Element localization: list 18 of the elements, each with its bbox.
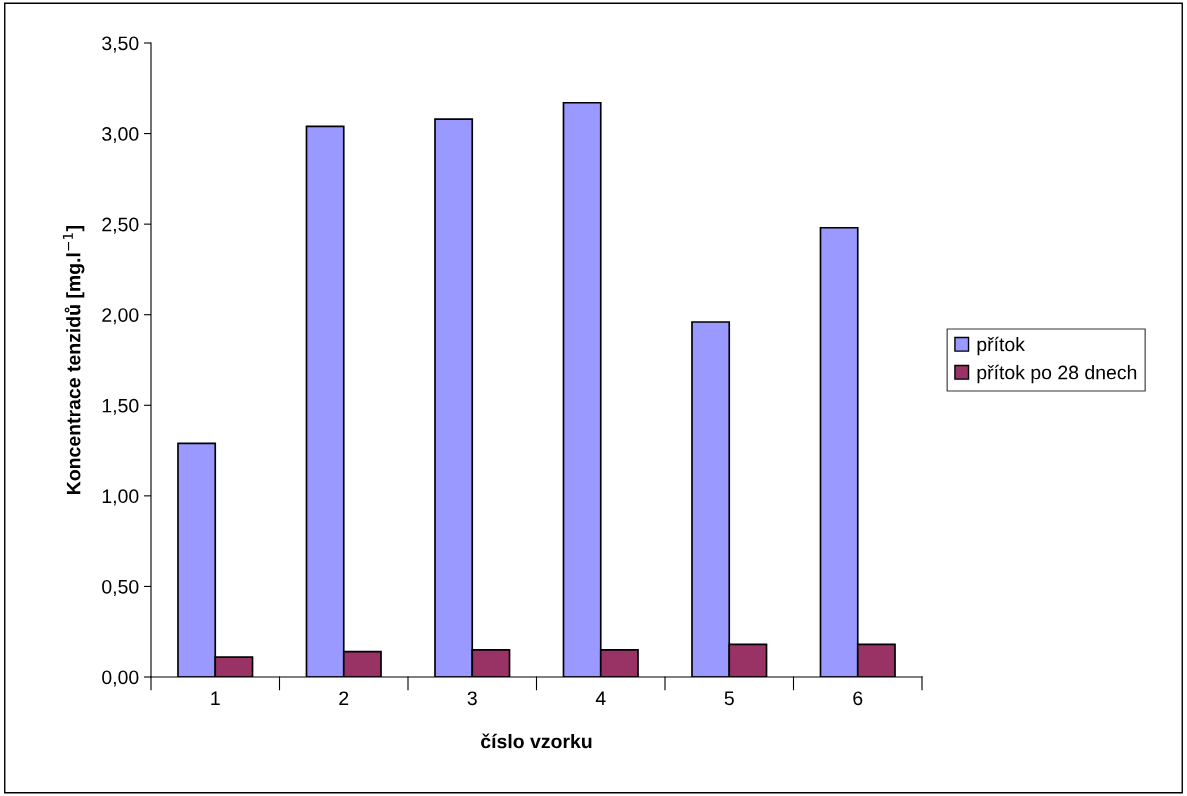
y-axis-title: Koncentrace tenzidů [mg.l$^{−1}$] [62, 225, 85, 494]
x-tick-label: 2 [339, 691, 349, 705]
y-tick-label: 2,50 [102, 217, 139, 234]
y-tick-label: 0,50 [102, 579, 139, 596]
x-tick-label: 1 [211, 691, 220, 705]
legend-label: přítok [977, 336, 1025, 356]
x-tick-label: 3 [467, 691, 477, 706]
y-tick-label: 1,50 [102, 398, 139, 415]
y-tick-label: 1,00 [102, 489, 139, 506]
x-tick-label: 5 [724, 691, 734, 706]
x-tick-label: 4 [595, 691, 606, 705]
y-tick-label: 3,50 [102, 36, 139, 53]
y-tick-label: 0,00 [102, 670, 139, 687]
y-tick-label: 2,00 [102, 308, 139, 325]
x-axis-title: číslo vzorku [481, 733, 592, 749]
legend-label: přítok po 28 dnech [977, 364, 1137, 384]
x-tick-label: 6 [853, 691, 863, 706]
y-tick-label: 3,00 [102, 127, 139, 144]
